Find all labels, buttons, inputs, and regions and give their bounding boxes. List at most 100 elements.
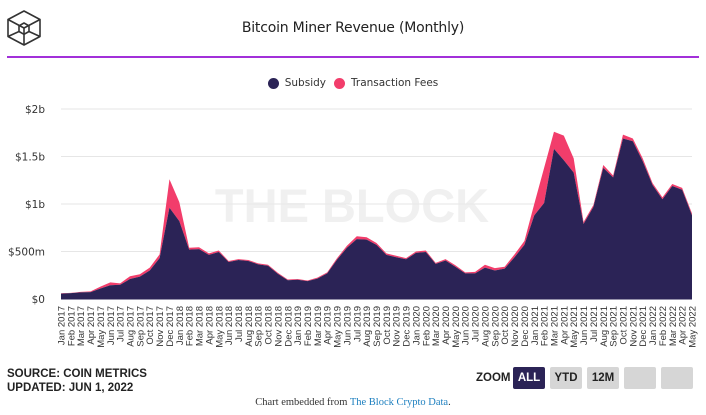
point-transaction-fees[interactable]	[364, 235, 369, 240]
point-transaction-fees[interactable]	[108, 280, 113, 285]
x-tick-label: Jan 2018	[175, 306, 186, 345]
point-transaction-fees[interactable]	[157, 252, 162, 257]
the-block-data-link[interactable]: The Block Crypto Data	[349, 397, 449, 408]
point-transaction-fees[interactable]	[68, 290, 73, 295]
point-transaction-fees[interactable]	[305, 278, 310, 283]
legend-fees-label: Transaction Fees	[351, 77, 439, 89]
point-transaction-fees[interactable]	[128, 274, 133, 279]
zoom-blank-button-2[interactable]	[661, 367, 693, 389]
header-divider	[7, 56, 699, 58]
x-tick-label: Mar 2018	[195, 306, 206, 346]
point-transaction-fees[interactable]	[482, 262, 487, 267]
point-transaction-fees[interactable]	[59, 291, 64, 296]
point-transaction-fees[interactable]	[630, 136, 635, 141]
point-subsidy[interactable]	[177, 219, 182, 224]
source-label: SOURCE: COIN METRICS	[7, 368, 147, 380]
point-transaction-fees[interactable]	[315, 275, 320, 280]
point-transaction-fees[interactable]	[463, 270, 468, 275]
point-transaction-fees[interactable]	[394, 253, 399, 258]
zoom-ytd-button[interactable]: YTD	[550, 367, 582, 389]
point-transaction-fees[interactable]	[502, 264, 507, 269]
point-transaction-fees[interactable]	[650, 181, 655, 186]
point-transaction-fees[interactable]	[354, 234, 359, 239]
area-subsidy[interactable]	[61, 138, 692, 299]
point-transaction-fees[interactable]	[551, 129, 556, 134]
point-transaction-fees[interactable]	[275, 270, 280, 275]
x-tick-label: Aug 2021	[599, 306, 610, 347]
point-transaction-fees[interactable]	[443, 257, 448, 262]
y-tick-label: $500m	[8, 247, 45, 259]
point-transaction-fees[interactable]	[542, 165, 547, 170]
point-transaction-fees[interactable]	[492, 266, 497, 271]
chart-legend: Subsidy Transaction Fees	[0, 77, 706, 89]
point-transaction-fees[interactable]	[413, 249, 418, 254]
point-subsidy[interactable]	[571, 170, 576, 175]
point-transaction-fees[interactable]	[285, 277, 290, 282]
point-transaction-fees[interactable]	[226, 259, 231, 264]
point-transaction-fees[interactable]	[118, 281, 123, 286]
point-transaction-fees[interactable]	[680, 185, 685, 190]
x-tick-label: Oct 2017	[145, 306, 156, 345]
point-transaction-fees[interactable]	[197, 245, 202, 250]
point-transaction-fees[interactable]	[512, 252, 517, 257]
point-transaction-fees[interactable]	[690, 211, 695, 216]
y-tick-label: $0	[32, 294, 45, 306]
point-transaction-fees[interactable]	[473, 269, 478, 274]
point-transaction-fees[interactable]	[601, 163, 606, 168]
x-tick-label: Aug 2020	[480, 306, 491, 347]
x-tick-label: Dec 2019	[402, 306, 413, 347]
x-tick-label: Nov 2020	[510, 306, 521, 347]
point-transaction-fees[interactable]	[187, 245, 192, 250]
point-transaction-fees[interactable]	[404, 256, 409, 261]
point-transaction-fees[interactable]	[335, 256, 340, 261]
point-transaction-fees[interactable]	[374, 240, 379, 245]
x-tick-label: Mar 2020	[431, 306, 442, 346]
zoom-12m-button[interactable]: 12M	[587, 367, 619, 389]
point-transaction-fees[interactable]	[78, 289, 83, 294]
point-transaction-fees[interactable]	[325, 270, 330, 275]
point-transaction-fees[interactable]	[561, 133, 566, 138]
point-subsidy[interactable]	[561, 158, 566, 163]
point-transaction-fees[interactable]	[147, 265, 152, 270]
point-transaction-fees[interactable]	[591, 202, 596, 207]
point-transaction-fees[interactable]	[266, 262, 271, 267]
point-subsidy[interactable]	[542, 201, 547, 206]
point-transaction-fees[interactable]	[620, 132, 625, 137]
point-transaction-fees[interactable]	[640, 156, 645, 161]
point-subsidy[interactable]	[532, 213, 537, 218]
point-transaction-fees[interactable]	[581, 220, 586, 225]
point-transaction-fees[interactable]	[98, 284, 103, 289]
legend-item-transaction-fees[interactable]: Transaction Fees	[334, 77, 438, 89]
point-transaction-fees[interactable]	[256, 261, 261, 266]
point-transaction-fees[interactable]	[571, 156, 576, 161]
x-tick-label: Jan 2022	[648, 306, 659, 345]
the-block-logo-icon	[7, 10, 41, 46]
point-transaction-fees[interactable]	[453, 263, 458, 268]
legend-item-subsidy[interactable]: Subsidy	[267, 77, 326, 89]
point-subsidy[interactable]	[551, 146, 556, 151]
point-subsidy[interactable]	[167, 205, 172, 210]
point-transaction-fees[interactable]	[670, 182, 675, 187]
point-transaction-fees[interactable]	[423, 248, 428, 253]
point-transaction-fees[interactable]	[611, 173, 616, 178]
zoom-blank-button-1[interactable]	[624, 367, 656, 389]
x-tick-label: May 2018	[214, 306, 225, 348]
x-tick-label: Jul 2021	[589, 306, 600, 342]
point-transaction-fees[interactable]	[384, 251, 389, 256]
point-transaction-fees[interactable]	[522, 239, 527, 244]
point-transaction-fees[interactable]	[532, 202, 537, 207]
point-transaction-fees[interactable]	[216, 248, 221, 253]
point-transaction-fees[interactable]	[167, 177, 172, 182]
zoom-all-button[interactable]: ALL	[513, 367, 545, 389]
point-transaction-fees[interactable]	[88, 289, 93, 294]
point-transaction-fees[interactable]	[660, 195, 665, 200]
point-transaction-fees[interactable]	[206, 251, 211, 256]
point-transaction-fees[interactable]	[295, 277, 300, 282]
point-transaction-fees[interactable]	[236, 257, 241, 262]
point-transaction-fees[interactable]	[177, 200, 182, 205]
point-transaction-fees[interactable]	[246, 258, 251, 263]
point-transaction-fees[interactable]	[344, 243, 349, 248]
point-transaction-fees[interactable]	[433, 260, 438, 265]
point-transaction-fees[interactable]	[137, 272, 142, 277]
